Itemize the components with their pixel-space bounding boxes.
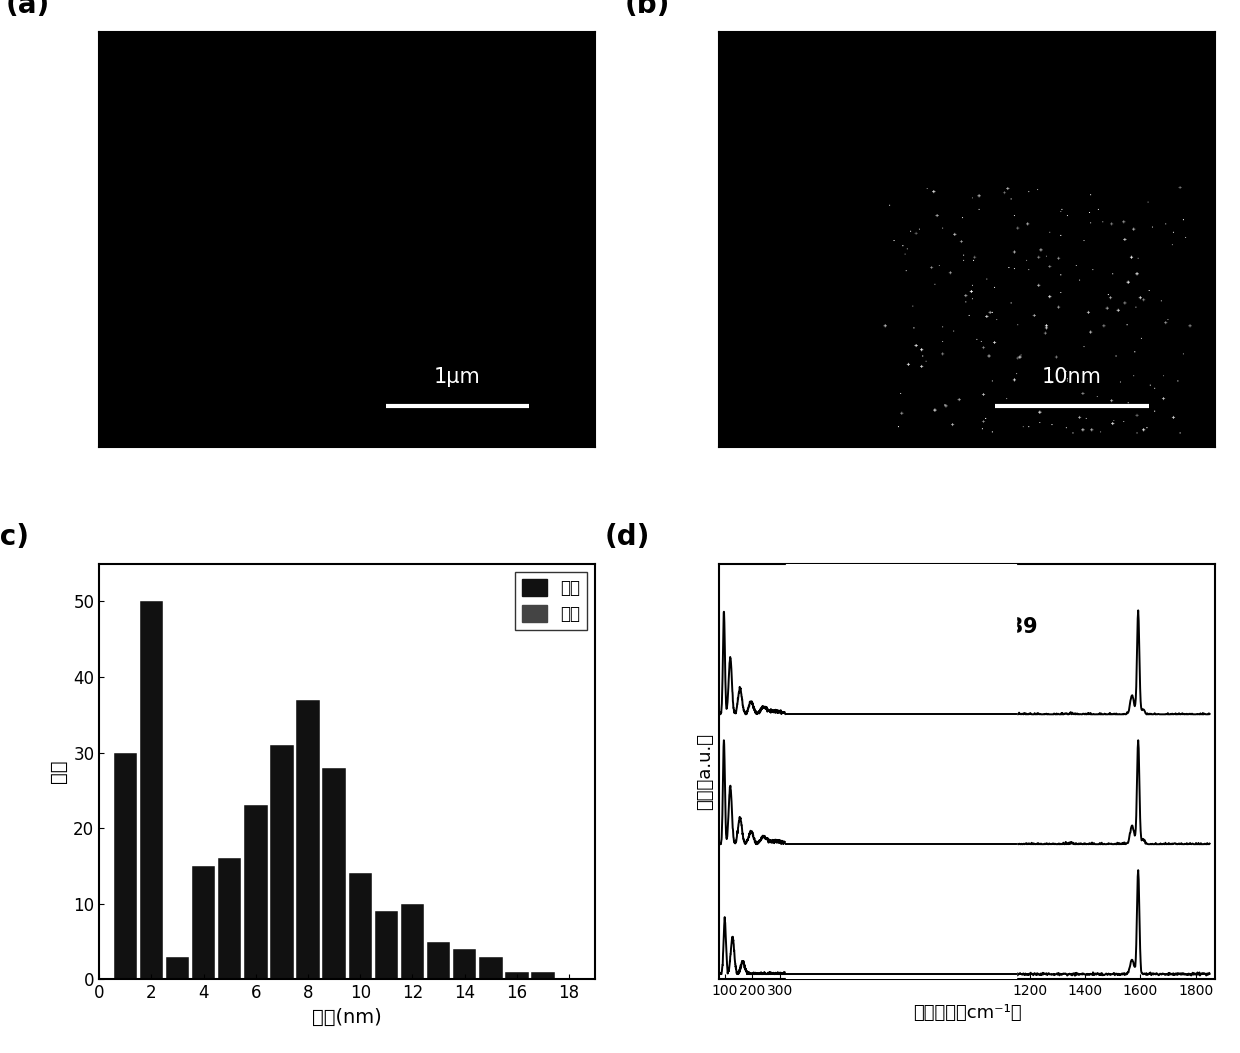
Bar <box>505 972 528 979</box>
Bar <box>296 699 320 979</box>
Bar <box>192 866 216 979</box>
Text: 633 nm: 633 nm <box>800 808 863 826</box>
Bar <box>786 563 1016 979</box>
Bar <box>374 911 398 979</box>
Bar <box>479 956 502 979</box>
Legend: 单根, 管束: 单根, 管束 <box>515 572 587 630</box>
Text: (d): (d) <box>604 523 650 551</box>
Bar <box>322 768 346 979</box>
Text: 10nm: 10nm <box>1042 367 1102 386</box>
Bar <box>348 874 372 979</box>
Bar <box>270 746 294 979</box>
Y-axis label: 强度（a.u.）: 强度（a.u.） <box>696 733 714 810</box>
Bar <box>218 858 242 979</box>
Text: 1μm: 1μm <box>434 367 481 386</box>
Bar <box>244 806 268 979</box>
X-axis label: 直径(nm): 直径(nm) <box>312 1008 382 1027</box>
Bar <box>531 972 554 979</box>
Y-axis label: 计数: 计数 <box>48 759 68 783</box>
Bar <box>140 601 164 979</box>
Bar <box>401 903 424 979</box>
Bar <box>427 941 450 979</box>
Text: 532 nm: 532 nm <box>800 937 863 955</box>
Text: (b): (b) <box>624 0 670 19</box>
Bar <box>453 949 476 979</box>
Text: (a): (a) <box>5 0 50 19</box>
Text: $\mathregular{I_G/I_D}$ = 139: $\mathregular{I_G/I_D}$ = 139 <box>913 616 1038 639</box>
Text: 785 nm: 785 nm <box>800 677 863 696</box>
Bar <box>166 956 190 979</box>
Bar <box>114 753 138 979</box>
X-axis label: 拉曼位移（cm⁻¹）: 拉曼位移（cm⁻¹） <box>913 1004 1022 1021</box>
Text: (c): (c) <box>0 523 30 551</box>
